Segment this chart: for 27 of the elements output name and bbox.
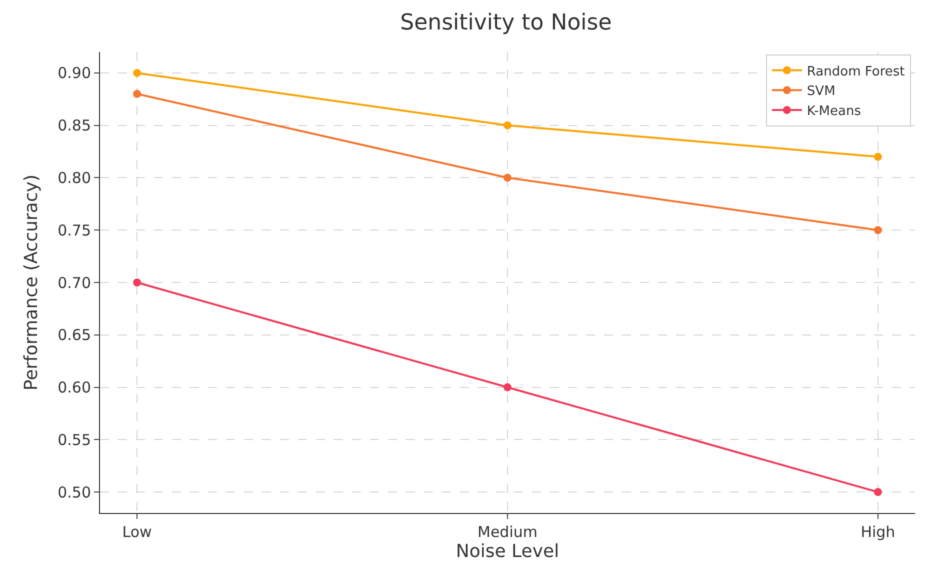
legend-label: K-Means	[806, 104, 862, 120]
y-tick-label: 0.65	[58, 326, 91, 344]
point	[874, 226, 882, 234]
point	[504, 121, 512, 130]
legend-label: Random Forest	[806, 64, 905, 80]
y-tick-label: 0.60	[58, 378, 91, 397]
point	[504, 383, 512, 392]
x-tick-label: High	[860, 523, 896, 541]
x-tick-label: Low	[122, 523, 152, 541]
y-tick-label: 0.80	[58, 168, 91, 187]
y-axis-title: Performance (Accuracy)	[20, 174, 42, 391]
y-tick-label: 0.70	[58, 274, 91, 292]
y-tick-label: 0.50	[58, 483, 91, 502]
x-axis-title: Noise Level	[456, 541, 560, 562]
point	[874, 488, 882, 496]
legend-label: SVM	[806, 84, 836, 100]
y-tick-label: 0.85	[58, 116, 91, 135]
point	[874, 152, 882, 161]
x-tick-label: Medium	[478, 523, 538, 541]
y-tick-label: 0.75	[58, 221, 91, 240]
point	[133, 278, 142, 286]
y-tick-label: 0.55	[58, 430, 91, 449]
point	[504, 174, 512, 182]
chart-title: Sensitivity to Noise	[400, 10, 612, 36]
y-tick-label: 0.90	[58, 64, 91, 82]
point	[133, 68, 142, 77]
point	[133, 90, 142, 98]
